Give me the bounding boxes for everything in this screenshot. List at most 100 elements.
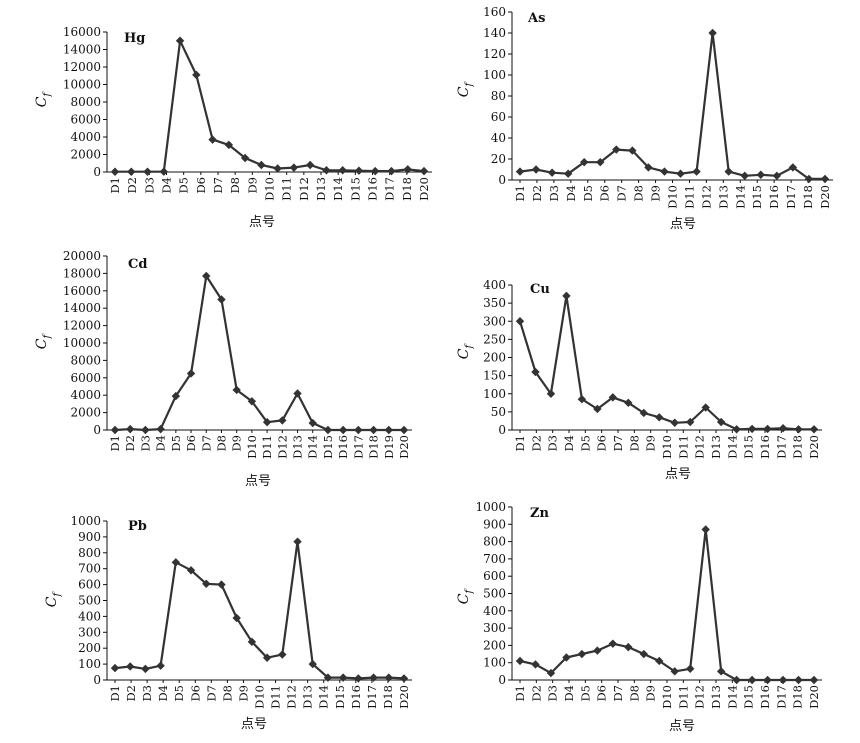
y-tick-label: 200 <box>483 638 506 652</box>
y-axis-label-main: C <box>34 338 50 349</box>
x-tick-label: D17 <box>774 435 788 459</box>
data-point <box>608 393 618 402</box>
x-tick-label: D9 <box>644 685 658 702</box>
y-tick-label: 4000 <box>70 130 101 144</box>
y-tick-label: 600 <box>78 578 101 592</box>
data-point <box>156 661 165 670</box>
data-point <box>670 667 679 676</box>
data-point <box>763 424 772 434</box>
x-tick-label: D12 <box>285 685 299 709</box>
y-tick-label: 900 <box>78 530 101 544</box>
chart-title: Hg <box>124 31 145 46</box>
x-tick-label: D11 <box>260 435 274 459</box>
x-tick-label: D16 <box>767 185 781 209</box>
y-tick-label: 500 <box>78 594 101 608</box>
x-tick-label: D15 <box>750 185 764 209</box>
data-point <box>126 662 135 671</box>
data-point <box>531 367 540 377</box>
x-tick-label: D14 <box>317 685 331 709</box>
data-point <box>202 579 211 589</box>
y-tick-label: 10000 <box>63 78 101 92</box>
y-axis-label: Cf <box>44 590 63 607</box>
x-tick-label: D6 <box>184 435 198 452</box>
y-tick-label: 0 <box>498 173 506 187</box>
data-point <box>655 413 664 422</box>
x-tick-label: D2 <box>529 435 543 452</box>
data-point <box>186 566 196 575</box>
x-tick-label: D7 <box>611 685 625 702</box>
x-tick-label: D5 <box>578 685 592 702</box>
x-tick-label: D2 <box>123 435 137 452</box>
y-tick-label: 120 <box>483 47 506 61</box>
data-point <box>546 668 556 678</box>
x-tick-label: D1 <box>108 435 122 452</box>
data-point <box>639 408 648 418</box>
data-point <box>747 675 757 685</box>
data-point <box>305 160 315 170</box>
x-tick-label: D3 <box>547 185 561 202</box>
data-point <box>354 166 364 175</box>
x-tick-label: D15 <box>742 435 756 459</box>
data-point <box>247 397 257 406</box>
x-tick-label: D6 <box>194 177 208 194</box>
data-point <box>419 166 429 176</box>
x-tick-label: D7 <box>615 185 629 202</box>
series-line <box>115 39 425 173</box>
x-tick-label: D4 <box>564 185 578 202</box>
x-tick-label: D12 <box>693 685 707 709</box>
data-point <box>338 166 347 175</box>
y-tick-label: 50 <box>491 405 506 419</box>
y-tick-label: 2000 <box>70 406 101 420</box>
x-tick-label: D10 <box>660 685 674 709</box>
x-tick-label: D3 <box>546 685 560 702</box>
y-axis-label: Cf <box>456 587 475 604</box>
x-tick-label: D4 <box>562 685 576 702</box>
y-axis-label-main: C <box>34 96 50 107</box>
x-tick-label: D8 <box>214 435 228 452</box>
data-point <box>747 424 757 434</box>
y-tick-label: 300 <box>483 621 506 635</box>
data-point <box>110 663 120 673</box>
x-tick-label: D16 <box>349 685 363 709</box>
data-point <box>371 166 380 176</box>
data-point <box>293 537 302 546</box>
y-tick-label: 700 <box>78 562 101 576</box>
x-tick-label: D1 <box>513 185 527 202</box>
x-tick-label: D5 <box>172 685 186 702</box>
data-point <box>562 291 571 301</box>
x-tick-label: D17 <box>365 685 379 709</box>
y-tick-label: 800 <box>78 546 101 560</box>
y-tick-label: 250 <box>483 332 506 346</box>
x-axis-label: 点号 <box>241 717 267 732</box>
x-tick-label: D9 <box>236 685 250 702</box>
x-tick-label: D12 <box>693 435 707 459</box>
data-point <box>257 160 266 170</box>
data-point <box>732 675 741 685</box>
y-tick-label: 18000 <box>63 266 101 280</box>
x-tick-label: D6 <box>595 435 609 452</box>
y-tick-label: 16000 <box>63 284 101 298</box>
data-point <box>593 404 602 414</box>
x-tick-label: D10 <box>660 435 674 459</box>
x-tick-label: D3 <box>546 435 560 452</box>
y-axis-label-main: C <box>456 348 472 359</box>
data-point <box>159 167 168 176</box>
y-tick-label: 40 <box>491 131 506 145</box>
data-point <box>546 389 556 398</box>
data-point <box>240 153 250 163</box>
x-tick-label: D8 <box>627 435 641 452</box>
x-tick-label: D16 <box>758 685 772 709</box>
data-point <box>612 145 621 154</box>
data-point <box>716 417 726 427</box>
y-tick-label: 0 <box>93 165 101 179</box>
x-tick-label: D17 <box>351 435 365 459</box>
x-tick-label: D13 <box>716 185 730 209</box>
x-tick-label: D18 <box>791 435 805 459</box>
data-point <box>369 673 378 682</box>
x-tick-label: D9 <box>649 185 663 202</box>
y-tick-label: 100 <box>78 657 101 671</box>
chart-panel-cu: 0 50 100 150 200 250 300 350 400 D1 D2 D3 D4 D5 D6 D7 D8… <box>456 278 822 482</box>
x-tick-label: D16 <box>336 435 350 459</box>
